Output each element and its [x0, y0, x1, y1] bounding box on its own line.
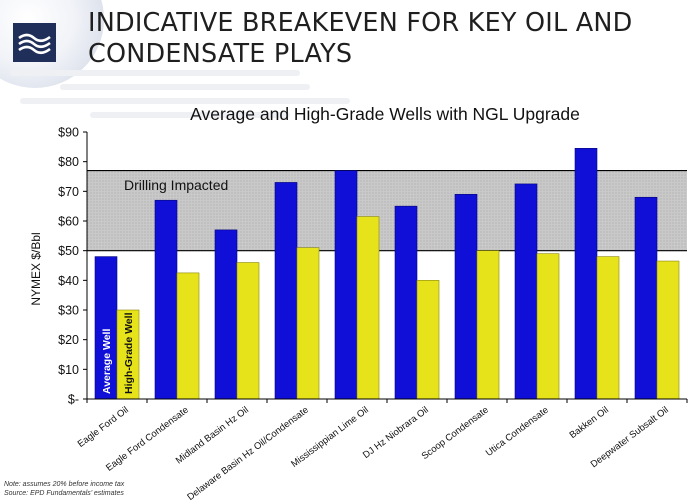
- bar-average-9: [634, 196, 658, 400]
- bar-high-grade-7: [536, 253, 560, 400]
- x-tick-label: Bakken Oil: [567, 405, 610, 441]
- bar-high-grade-3: [296, 247, 320, 400]
- bar-average-7: [514, 183, 538, 400]
- slide-title-line-1: INDICATIVE BREAKEVEN FOR KEY OIL AND: [88, 8, 633, 38]
- x-tick-label: Utica Condensate: [484, 405, 551, 459]
- bar-average-6: [454, 194, 478, 400]
- bar-high-grade-9: [656, 260, 680, 400]
- footnote-source: Source: EPD Fundamentals’ estimates: [4, 490, 124, 497]
- bar-average-4: [334, 170, 358, 400]
- y-tick-labels: $- $10 $20 $30 $40 $50 $60 $70 $80 $90: [58, 126, 79, 407]
- y-tick-label: $90: [58, 126, 79, 140]
- bar-average-8: [574, 148, 598, 400]
- series-label-high-grade: High-Grade Well: [123, 312, 135, 394]
- bar-average-2: [214, 229, 238, 400]
- band-label: Drilling Impacted: [124, 177, 228, 193]
- bar-high-grade-2: [236, 262, 260, 400]
- wave-lines-icon: [18, 33, 51, 55]
- y-tick-label: $50: [58, 244, 79, 258]
- y-axis-label: NYMEX $/Bbl: [29, 232, 43, 305]
- bar-average-5: [394, 205, 418, 400]
- y-tick-label: $10: [58, 363, 79, 377]
- y-tick-label: $40: [58, 274, 79, 288]
- bar-average-1: [154, 199, 178, 400]
- chart-title: Average and High-Grade Wells with NGL Up…: [190, 104, 580, 124]
- bars: Average Well High-Grade Well: [94, 148, 680, 400]
- y-tick-label: $60: [58, 215, 79, 229]
- faded-background-text: [0, 66, 700, 126]
- y-tick-label: $80: [58, 155, 79, 169]
- y-tick-label: $-: [68, 393, 79, 407]
- x-tick-label: Eagle Ford Oil: [76, 405, 131, 450]
- x-tick-label: Delaware Basin Hz Oil/Condensate: [185, 405, 311, 503]
- company-logo: [13, 23, 56, 62]
- y-tick-label: $70: [58, 185, 79, 199]
- slide-title: INDICATIVE BREAKEVEN FOR KEY OIL AND CON…: [88, 8, 688, 70]
- bar-high-grade-4: [356, 216, 380, 400]
- bar-high-grade-5: [416, 280, 440, 400]
- footnote: Note: assumes 20% before income tax Sour…: [4, 480, 124, 498]
- bar-high-grade-8: [596, 256, 620, 400]
- y-tick-label: $20: [58, 333, 79, 347]
- series-label-average: Average Well: [101, 329, 113, 394]
- footnote-note: Note: assumes 20% before income tax: [4, 481, 125, 488]
- y-tick-label: $30: [58, 304, 79, 318]
- bar-high-grade-1: [176, 272, 200, 400]
- axes: [83, 131, 688, 403]
- slide-title-line-2: CONDENSATE PLAYS: [88, 39, 353, 69]
- bar-high-grade-6: [476, 250, 500, 400]
- bar-average-3: [274, 182, 298, 400]
